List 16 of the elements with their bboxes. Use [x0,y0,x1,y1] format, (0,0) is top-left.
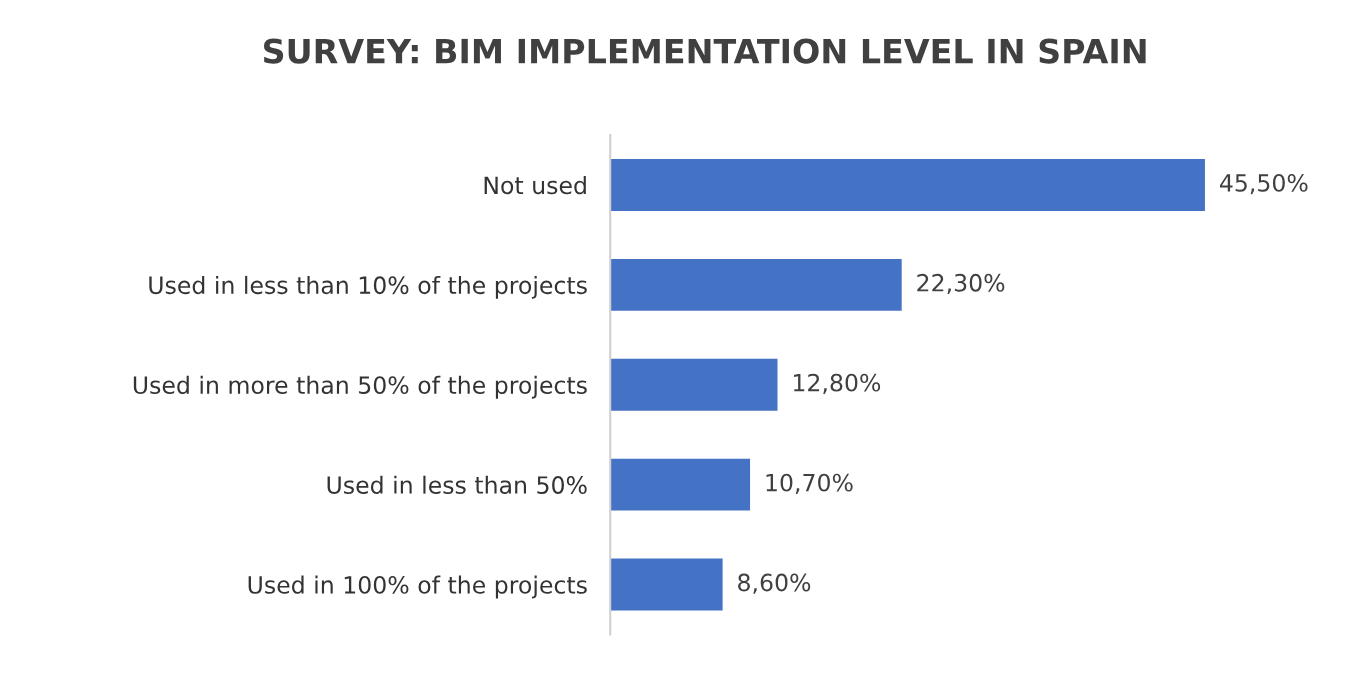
data-label: 10,70% [766,473,853,494]
data-label: 22,30% [917,273,1005,295]
bar [610,458,751,511]
data-label: 45,50% [1219,173,1308,195]
y-tick-label: Used in more than 50% of the projects [133,375,587,399]
data-label: 8,60% [738,573,811,594]
bar [610,358,778,411]
y-tick-label: Used in less than 50% [327,475,587,494]
data-label: 12,80% [793,373,881,395]
bar [610,158,1205,211]
chart-title: SURVEY: BIM IMPLEMENTATION LEVEL IN SPAIN [263,38,1146,64]
y-tick-label: Used in 100% of the projects [248,575,587,599]
bar [610,558,723,611]
y-tick-label: Used in less than 10% of the projects [149,275,587,299]
bar [610,258,902,311]
y-tick-label: Not used [484,175,586,195]
